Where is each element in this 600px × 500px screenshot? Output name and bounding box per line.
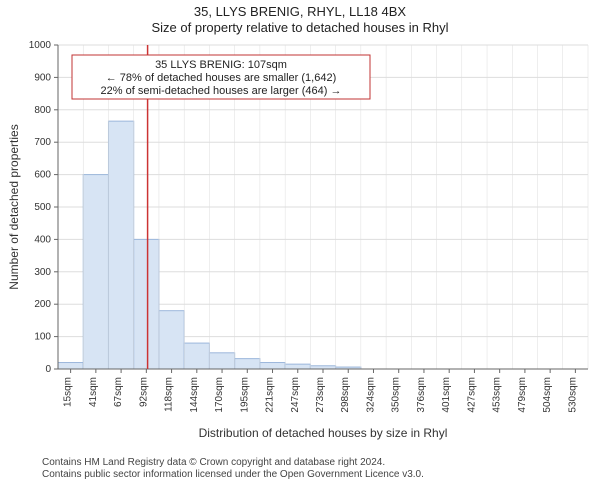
y-tick-label: 900 bbox=[34, 72, 51, 83]
x-tick-label: 118sqm bbox=[164, 377, 175, 412]
annotation-text: 35 LLYS BRENIG: 107sqm bbox=[155, 59, 287, 71]
x-tick-label: 41sqm bbox=[88, 377, 99, 407]
footer-line-1: Contains HM Land Registry data © Crown c… bbox=[42, 457, 600, 470]
page-title-subtitle: Size of property relative to detached ho… bbox=[0, 20, 600, 36]
histogram-bar bbox=[285, 364, 310, 369]
x-tick-label: 530sqm bbox=[567, 377, 578, 413]
y-tick-label: 100 bbox=[34, 331, 51, 342]
histogram-bar bbox=[108, 121, 133, 369]
x-tick-label: 427sqm bbox=[466, 377, 477, 413]
x-tick-label: 350sqm bbox=[391, 377, 402, 413]
histogram-bar bbox=[209, 352, 234, 368]
y-tick-label: 300 bbox=[34, 266, 51, 277]
x-tick-label: 273sqm bbox=[315, 377, 326, 413]
x-tick-label: 479sqm bbox=[517, 377, 528, 413]
histogram-bar bbox=[235, 358, 260, 368]
x-tick-label: 324sqm bbox=[365, 377, 376, 413]
x-axis-label: Distribution of detached houses by size … bbox=[199, 426, 448, 440]
histogram-bar bbox=[260, 362, 285, 368]
histogram-bar bbox=[83, 174, 108, 368]
x-tick-label: 67sqm bbox=[113, 377, 124, 407]
annotation-text: ← 78% of detached houses are smaller (1,… bbox=[106, 72, 337, 84]
histogram-bar bbox=[58, 362, 83, 368]
y-tick-label: 400 bbox=[34, 234, 51, 245]
y-tick-label: 700 bbox=[34, 137, 51, 148]
x-tick-label: 92sqm bbox=[138, 377, 149, 407]
x-tick-label: 401sqm bbox=[441, 377, 452, 413]
histogram-chart: 0 100 200 300 400 500 600 700 800 900 1000 15sqm 41s… bbox=[0, 37, 600, 455]
x-tick-label: 15sqm bbox=[63, 377, 74, 407]
x-tick-label: 170sqm bbox=[214, 377, 225, 413]
x-tick-label: 195sqm bbox=[239, 377, 250, 413]
x-tick-label: 453sqm bbox=[492, 376, 503, 412]
histogram-bar bbox=[184, 343, 209, 369]
y-tick-label: 200 bbox=[34, 299, 51, 310]
histogram-bar bbox=[134, 239, 159, 369]
annotation-text: 22% of semi-detached houses are larger (… bbox=[101, 85, 342, 97]
x-tick-label: 221sqm bbox=[265, 377, 276, 413]
histogram-bar bbox=[159, 310, 184, 368]
x-tick-label: 504sqm bbox=[542, 377, 553, 413]
y-tick-label: 0 bbox=[45, 364, 51, 375]
y-tick-label: 600 bbox=[34, 169, 51, 180]
y-tick-label: 800 bbox=[34, 104, 51, 115]
y-tick-label: 500 bbox=[34, 202, 51, 213]
footer-line-2: Contains public sector information licen… bbox=[42, 469, 600, 482]
x-tick-label: 298sqm bbox=[340, 377, 351, 413]
x-tick-label: 376sqm bbox=[416, 377, 427, 413]
x-tick-label: 247sqm bbox=[290, 377, 301, 413]
chart-container: 0 100 200 300 400 500 600 700 800 900 1000 15sqm 41s… bbox=[0, 37, 600, 455]
page-title-address: 35, LLYS BRENIG, RHYL, LL18 4BX bbox=[0, 0, 600, 20]
y-tick-label: 1000 bbox=[29, 40, 52, 51]
y-axis-label: Number of detached properties bbox=[7, 124, 21, 289]
x-tick-label: 144sqm bbox=[189, 377, 200, 413]
